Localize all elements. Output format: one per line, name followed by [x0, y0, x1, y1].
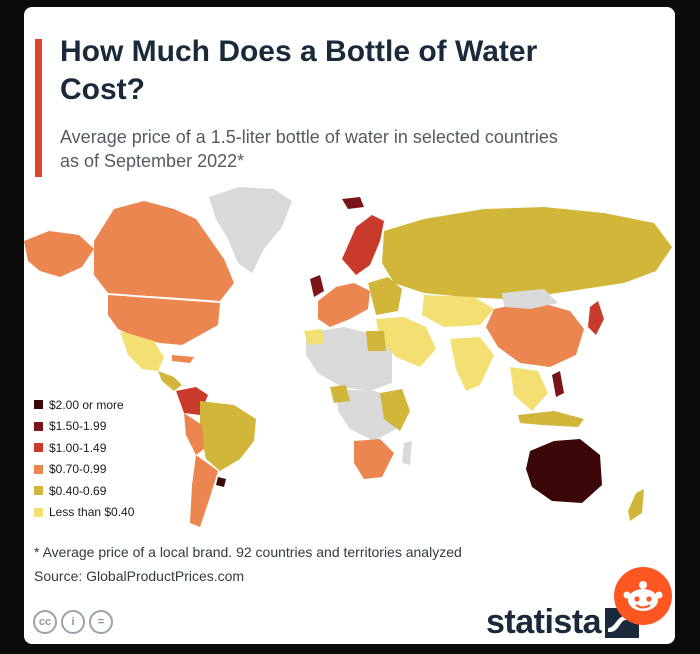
- reddit-alien-icon: [623, 581, 663, 611]
- license-icons: cc i =: [33, 610, 113, 634]
- region-scandinavia: [342, 215, 384, 275]
- region-japan: [588, 301, 604, 335]
- region-western-europe: [318, 283, 370, 327]
- legend-item: $0.70-0.99: [34, 459, 134, 481]
- region-brazil: [200, 401, 256, 471]
- region-usa: [108, 295, 220, 345]
- legend-swatch: [34, 464, 43, 474]
- region-egypt: [366, 331, 386, 351]
- region-central-asia: [422, 295, 494, 327]
- legend-swatch: [34, 486, 43, 496]
- legend-item: Less than $0.40: [34, 502, 134, 524]
- region-australia: [526, 439, 602, 503]
- world-map: [24, 187, 672, 527]
- legend-label: $1.00-1.49: [49, 440, 107, 455]
- region-mexico: [120, 331, 164, 371]
- region-russia: [382, 207, 672, 299]
- region-india: [450, 337, 494, 391]
- region-philippines: [552, 371, 564, 397]
- legend-item: $1.00-1.49: [34, 437, 134, 459]
- region-indonesia: [518, 411, 584, 427]
- chart-title: How Much Does a Bottle of Water Cost?: [60, 35, 538, 106]
- region-morocco: [304, 329, 324, 345]
- region-nigeria: [330, 385, 350, 403]
- region-new-zealand: [628, 489, 644, 521]
- region-uruguay: [216, 477, 226, 487]
- region-iceland: [342, 197, 364, 209]
- region-mongolia: [502, 289, 558, 309]
- source-line: Source: GlobalProductPrices.com: [34, 568, 245, 584]
- legend-label: $1.50-1.99: [49, 419, 107, 434]
- attribution-icon[interactable]: i: [61, 610, 85, 634]
- legend-swatch: [34, 507, 43, 517]
- map-legend: $2.00 or more $1.50-1.99 $1.00-1.49 $0.7…: [34, 394, 134, 523]
- legend-item: $0.40-0.69: [34, 480, 134, 502]
- region-andes: [184, 413, 204, 455]
- region-uk: [310, 275, 324, 297]
- legend-item: $1.50-1.99: [34, 416, 134, 438]
- region-argentina: [190, 455, 218, 527]
- region-east-africa: [380, 389, 410, 431]
- no-derivatives-icon[interactable]: =: [89, 610, 113, 634]
- region-greenland: [209, 187, 292, 273]
- legend-label: $0.40-0.69: [49, 483, 107, 498]
- legend-label: Less than $0.40: [49, 505, 135, 520]
- region-madagascar: [402, 441, 412, 465]
- region-south-africa: [354, 439, 394, 479]
- region-caribbean: [172, 355, 194, 363]
- statista-logo[interactable]: statista: [486, 603, 640, 642]
- legend-item: $2.00 or more: [34, 394, 134, 416]
- chart-subtitle: Average price of a 1.5-liter bottle of w…: [60, 127, 558, 171]
- region-china: [486, 301, 584, 367]
- accent-bar: [35, 39, 42, 177]
- legend-swatch: [34, 443, 43, 453]
- legend-label: $2.00 or more: [49, 397, 124, 412]
- infographic-card: How Much Does a Bottle of Water Cost? Av…: [24, 7, 675, 644]
- region-middle-east: [376, 317, 436, 367]
- legend-label: $0.70-0.99: [49, 462, 107, 477]
- region-southeast-asia: [510, 367, 548, 411]
- footnote: * Average price of a local brand. 92 cou…: [34, 544, 462, 560]
- region-alaska: [24, 231, 94, 277]
- legend-swatch: [34, 421, 43, 431]
- region-central-america: [158, 371, 182, 391]
- brand-name: statista: [486, 603, 602, 641]
- reddit-badge-icon: [614, 567, 672, 625]
- cc-icon[interactable]: cc: [33, 610, 57, 634]
- region-canada: [94, 201, 234, 301]
- legend-swatch: [34, 400, 43, 410]
- region-eastern-europe: [368, 277, 402, 315]
